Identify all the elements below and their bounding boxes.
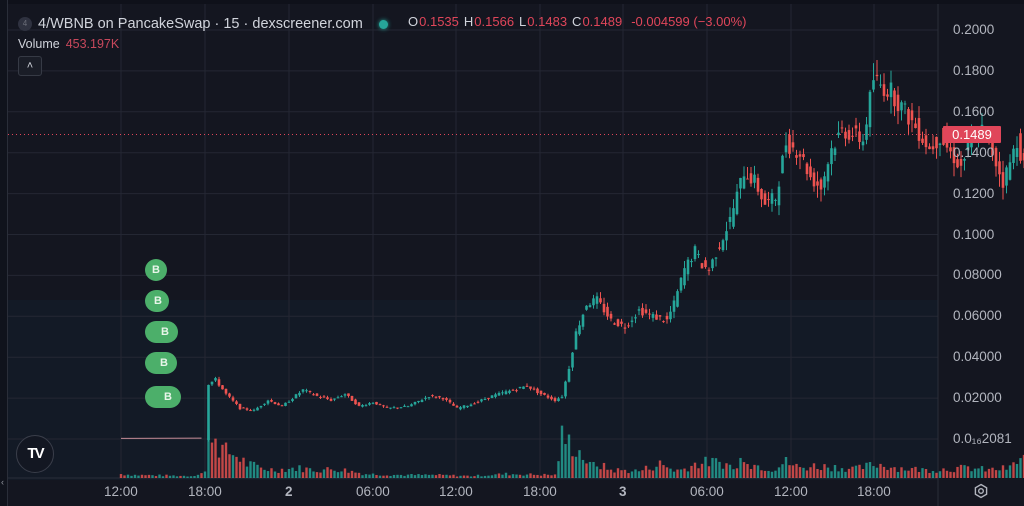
chart-legend: 4 4/WBNB on PancakeSwap · 15 · dexscreen…: [18, 14, 388, 34]
volume-value: 453.197K: [65, 37, 120, 51]
high-value: 0.1566: [474, 14, 515, 29]
time-axis-label: 18:00: [188, 484, 222, 499]
close-value: 0.1489: [582, 14, 623, 29]
buy-marker[interactable]: B: [145, 352, 177, 374]
low-label: L: [519, 14, 527, 29]
tradingview-logo[interactable]: TV: [16, 435, 54, 473]
close-label: C: [572, 14, 582, 29]
time-axis-label: 12:00: [439, 484, 473, 499]
price-axis-label: 0.04000: [953, 349, 1002, 365]
time-axis-label: 2: [285, 484, 293, 499]
time-axis-label: 18:00: [523, 484, 557, 499]
ohlc-values: O 0.1535 H 0.1566 L 0.1483 C 0.1489 -0.00459…: [408, 14, 746, 29]
price-axis-label: 0.02000: [953, 390, 1002, 406]
time-axis-label: 12:00: [104, 484, 138, 499]
price-axis-label: 0.0₁₆2081: [953, 431, 1012, 446]
time-axis-label: 18:00: [857, 484, 891, 499]
price-axis-label: 0.1400: [953, 144, 995, 160]
time-axis-label: 3: [619, 484, 627, 499]
time-axis-label: 06:00: [356, 484, 390, 499]
time-axis-label: 06:00: [690, 484, 724, 499]
open-label: O: [408, 14, 419, 29]
last-price-tag: 0.1489: [943, 126, 1001, 143]
chart-area[interactable]: [8, 4, 1024, 506]
left-toolbar-edge: ‹: [0, 0, 8, 506]
buy-marker[interactable]: B: [145, 259, 167, 281]
price-axis-label: 0.1200: [953, 185, 995, 201]
volume-label[interactable]: Volume: [18, 37, 60, 51]
buy-marker[interactable]: B: [145, 290, 169, 312]
volume-legend: Volume 453.197K: [18, 37, 119, 51]
collapse-left-panel-icon[interactable]: ‹: [1, 477, 4, 487]
price-axis-label: 0.2000: [953, 22, 995, 37]
candlestick-chart[interactable]: [8, 4, 1024, 506]
price-axis-label: 0.06000: [953, 308, 1002, 324]
low-value: 0.1483: [527, 14, 568, 29]
collapse-legend-button[interactable]: ˄: [18, 56, 42, 76]
buy-marker[interactable]: B: [145, 321, 178, 343]
time-axis-label: 12:00: [774, 484, 808, 499]
price-axis-label: 0.08000: [953, 267, 1002, 283]
price-change: -0.004599 (−3.00%): [631, 14, 747, 29]
market-status-icon[interactable]: [378, 19, 388, 29]
price-axis-label: 0.1000: [953, 226, 995, 242]
buy-marker[interactable]: B: [145, 386, 181, 408]
settings-gear-icon[interactable]: [973, 483, 989, 499]
price-axis-label: 0.1600: [953, 103, 995, 119]
high-label: H: [463, 14, 474, 29]
top-border: [7, 0, 1024, 4]
chart-title[interactable]: 4/WBNB on PancakeSwap · 15 · dexscreener…: [38, 16, 363, 32]
price-axis-label: 0.1800: [953, 62, 995, 78]
open-value: 0.1535: [419, 14, 459, 29]
symbol-logo-icon: 4: [18, 17, 32, 31]
